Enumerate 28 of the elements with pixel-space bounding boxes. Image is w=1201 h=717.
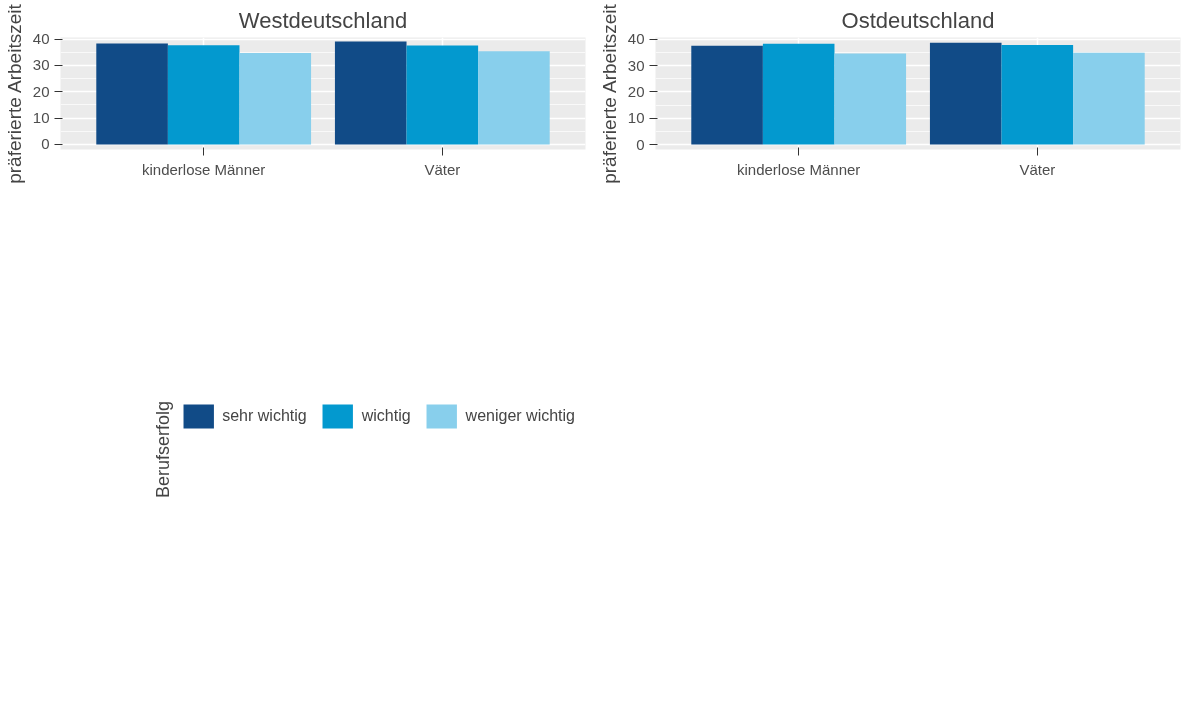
y-tick-label: 40: [32, 30, 50, 48]
y-tick-label: 0: [41, 135, 50, 153]
chart-title: Ostdeutschland: [841, 7, 995, 33]
legend-label: sehr wichtig: [222, 407, 307, 426]
bar: [691, 45, 763, 145]
legend-title: Berufserfolg: [153, 401, 175, 499]
y-tick-label: 30: [32, 56, 50, 74]
bar: [1001, 45, 1074, 145]
y-tick-label: 30: [627, 56, 645, 74]
bar: [929, 42, 1002, 145]
y-tick-label: 10: [627, 109, 645, 127]
chart-title: Westdeutschland: [238, 7, 408, 33]
legend-label: wichtig: [361, 407, 411, 426]
bar: [1073, 52, 1145, 145]
y-tick-label: 20: [32, 82, 50, 100]
y-axis-title: präferierte Arbeitszeit: [3, 3, 25, 184]
bar: [834, 53, 907, 145]
x-tick-label: kinderlose Männer: [736, 160, 861, 178]
legend-label: weniger wichtig: [465, 407, 575, 426]
x-tick-label: Väter: [424, 160, 461, 178]
bar: [762, 43, 835, 145]
x-tick-label: kinderlose Männer: [141, 160, 266, 178]
x-tick-label: Väter: [1019, 160, 1056, 178]
y-axis-title: präferierte Arbeitszeit: [598, 3, 620, 184]
y-tick-label: 10: [32, 109, 50, 127]
y-tick-label: 0: [636, 135, 645, 153]
y-tick-label: 40: [627, 30, 645, 48]
y-tick-label: 20: [627, 82, 645, 100]
